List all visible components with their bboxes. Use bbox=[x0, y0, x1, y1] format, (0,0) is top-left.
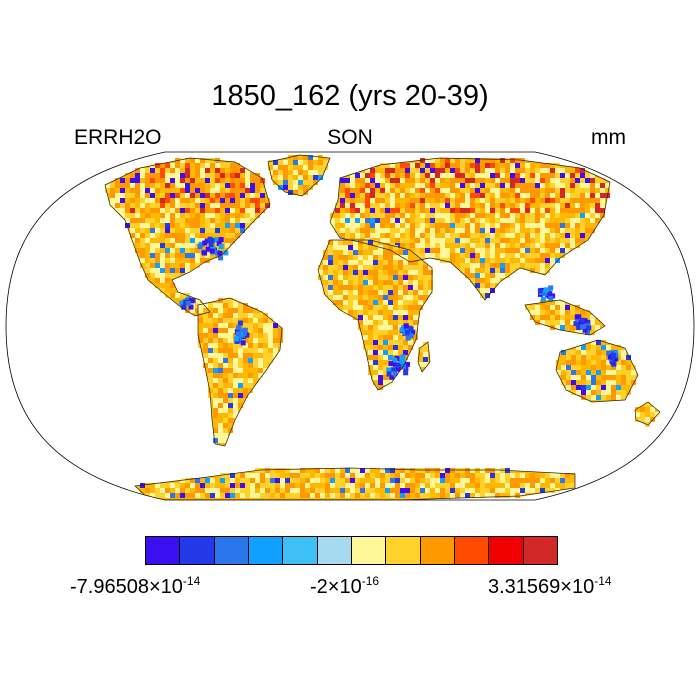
colorbar-label-mid: -2×10-16 bbox=[310, 574, 380, 598]
land-madagascar bbox=[418, 342, 430, 372]
variable-name: ERRH2O bbox=[74, 126, 162, 149]
land-new-zealand-coastline bbox=[634, 401, 661, 426]
blob-eastern-us bbox=[197, 236, 229, 261]
colorbar-label-min: -7.96508×10-14 bbox=[70, 574, 201, 598]
colorbar-box-2 bbox=[180, 537, 215, 564]
land-new-zealand bbox=[635, 402, 660, 427]
colorbar-box-4 bbox=[248, 537, 284, 564]
colorbar-box-8 bbox=[386, 537, 421, 564]
land-north-america-coastline bbox=[104, 157, 271, 317]
blob-central-america bbox=[179, 296, 196, 310]
map-boundary bbox=[5, 151, 695, 501]
land-antarctica-coastline bbox=[134, 467, 576, 500]
land-south-america-coastline bbox=[197, 297, 283, 447]
blob-india-bay bbox=[537, 285, 556, 302]
blob-amazon bbox=[234, 320, 250, 346]
colorbar-box-10 bbox=[454, 537, 490, 564]
blob-indonesia bbox=[573, 314, 592, 333]
land-eurasia bbox=[330, 158, 610, 300]
units-label: mm bbox=[591, 126, 626, 149]
colorbar bbox=[145, 536, 558, 565]
land-se-asia bbox=[525, 300, 605, 335]
land-north-america bbox=[105, 158, 270, 316]
colorbar-box-7 bbox=[351, 537, 387, 564]
land-greenland-coastline bbox=[267, 154, 331, 197]
blob-southern-africa bbox=[386, 354, 411, 380]
land-africa-coastline bbox=[317, 239, 433, 391]
land-australia bbox=[556, 340, 638, 402]
land-eurasia-coastline bbox=[329, 157, 611, 301]
land-africa bbox=[318, 240, 433, 390]
colorbar-box-3 bbox=[214, 537, 249, 564]
plot-title: 1850_162 (yrs 20-39) bbox=[211, 80, 489, 112]
season-label: SON bbox=[327, 126, 373, 149]
colorbar-box-1 bbox=[146, 537, 181, 564]
colorbar-box-5 bbox=[283, 537, 318, 564]
colorbar-box-6 bbox=[317, 537, 352, 564]
colorbar-box-12 bbox=[523, 537, 557, 564]
blob-east-africa bbox=[399, 323, 416, 341]
land-greenland bbox=[268, 155, 330, 196]
land-antarctica bbox=[135, 468, 575, 500]
blob-northern-australia bbox=[606, 349, 619, 367]
colorbar-box-11 bbox=[489, 537, 524, 564]
land-south-america bbox=[198, 298, 283, 446]
colorbar-label-max: 3.31569×10-14 bbox=[488, 574, 612, 598]
colorbar-box-9 bbox=[420, 537, 455, 564]
land-australia-coastline bbox=[555, 339, 639, 403]
land-madagascar-coastline bbox=[417, 341, 431, 373]
land-se-asia-coastline bbox=[524, 299, 606, 336]
